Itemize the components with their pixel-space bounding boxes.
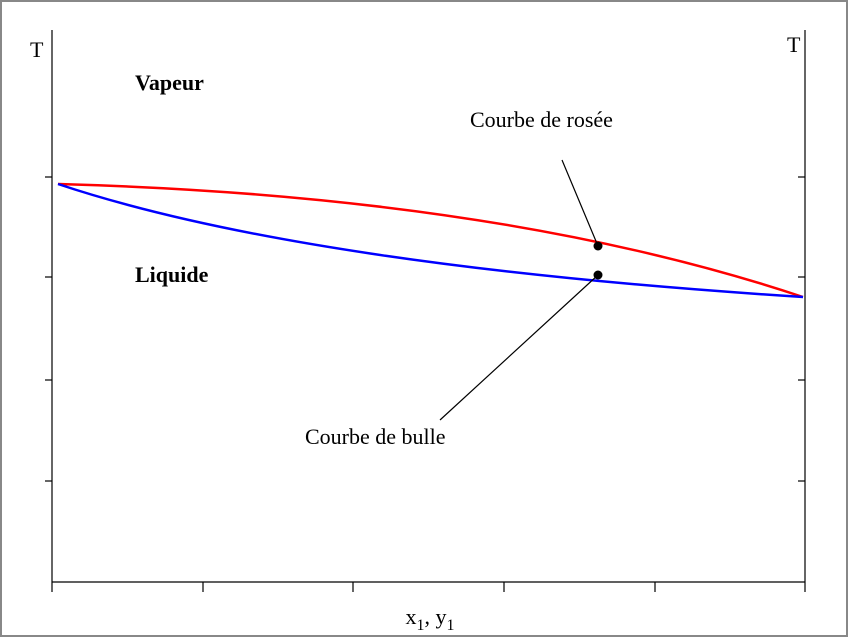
axis-label: T: [787, 32, 801, 57]
point: [593, 241, 603, 251]
axis-label: T: [30, 37, 44, 62]
x-axis-label: x1, y1: [406, 604, 455, 634]
leader-line: [561, 159, 599, 247]
bubble-curve: [57, 182, 804, 299]
curve-label: Courbe de rosée: [470, 107, 613, 132]
region-label: Liquide: [135, 262, 209, 287]
leader-line: [439, 274, 599, 421]
point: [593, 270, 603, 280]
region-label: Vapeur: [135, 70, 204, 95]
axes: [45, 30, 806, 592]
curve-label: Courbe de bulle: [305, 424, 446, 449]
dew-curve: [57, 182, 804, 299]
